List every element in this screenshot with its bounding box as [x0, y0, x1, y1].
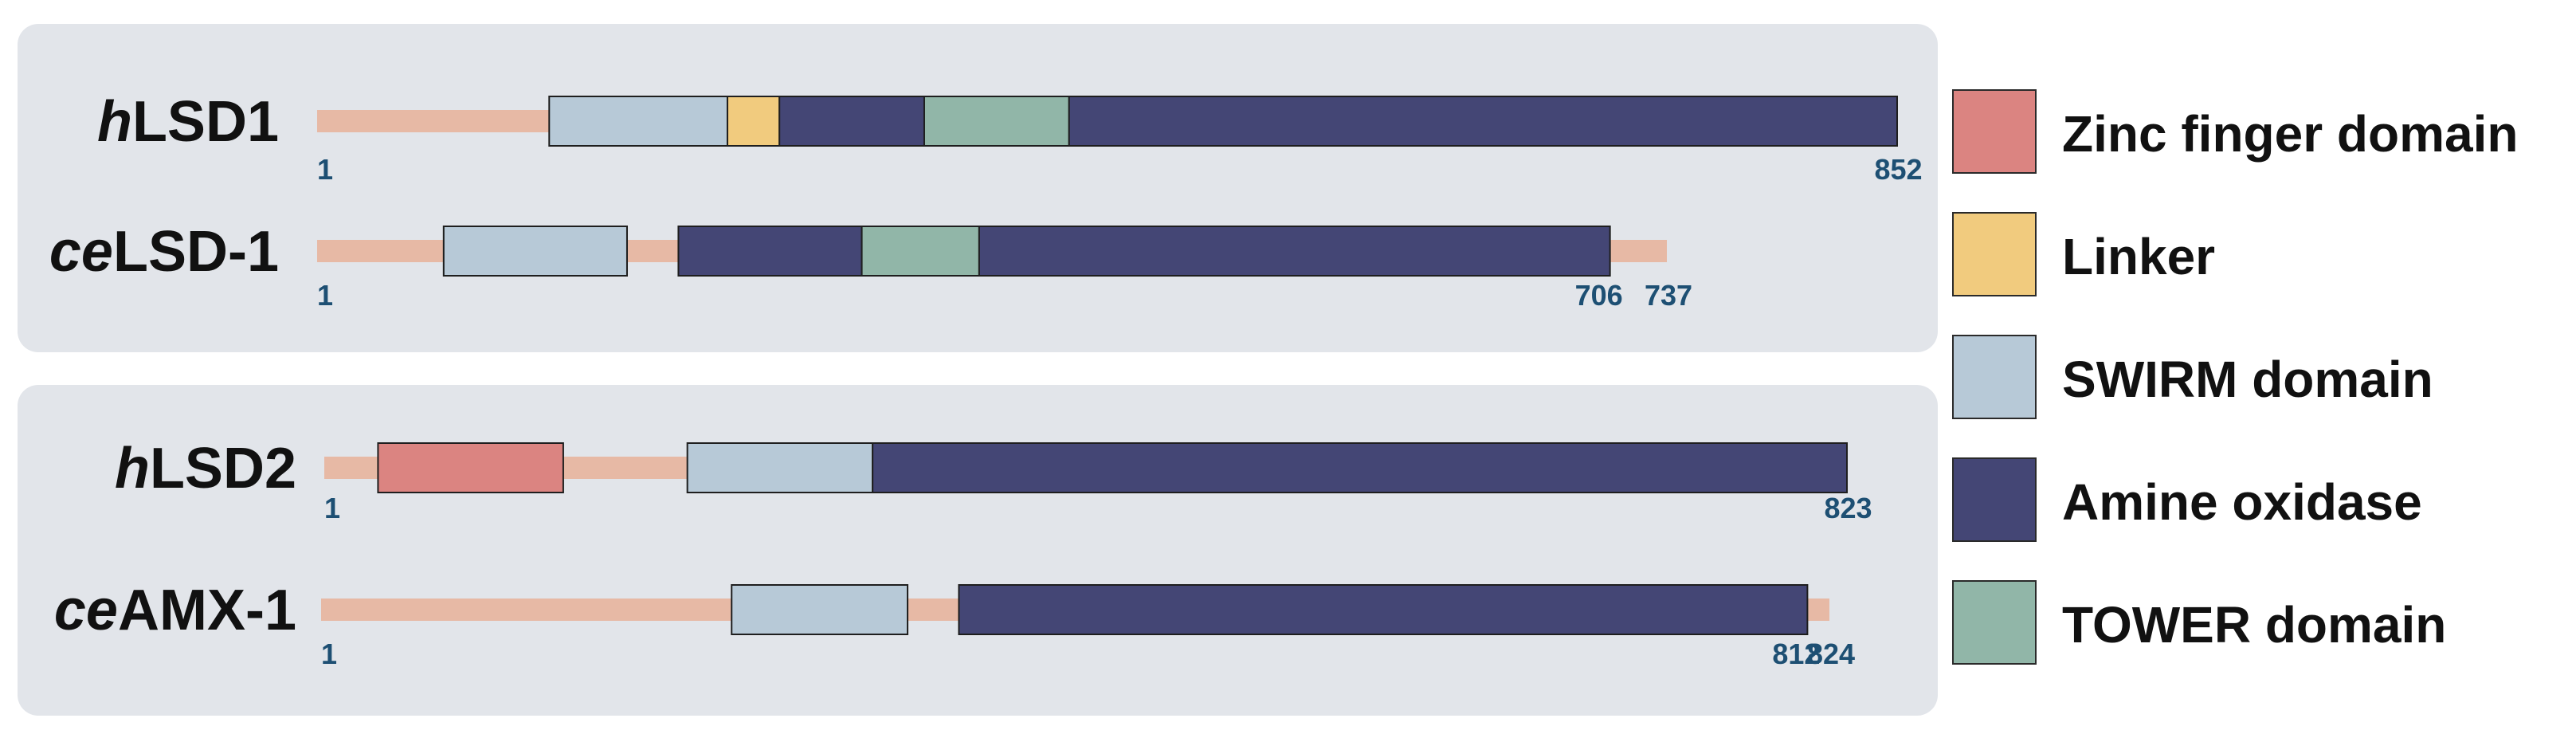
amine-domain-box: [978, 226, 1611, 277]
position-label: 1: [321, 638, 337, 670]
legend-swatch: [1952, 212, 2037, 296]
position-label: 706: [1575, 279, 1623, 312]
legend-swatch: [1952, 457, 2037, 542]
legend-label: TOWER domain: [2062, 596, 2447, 653]
protein-ceLSD-1: ceLSD-1 1 706 737: [49, 220, 1692, 312]
position-label: 823: [1825, 492, 1872, 524]
position-label: 812: [1772, 638, 1820, 670]
position-label: 1: [317, 153, 333, 186]
legend-item-tower: TOWER domain: [1951, 580, 2572, 669]
tower-domain-box: [923, 96, 1070, 147]
legend-item-amine: Amine oxidase: [1951, 457, 2572, 547]
protein-prefix: ce: [54, 579, 118, 642]
tower-domain-box: [861, 226, 980, 277]
position-label: 824: [1807, 638, 1855, 670]
legend-label: Linker: [2062, 228, 2216, 285]
top-panel: [18, 24, 1938, 352]
protein-prefix: h: [97, 90, 132, 154]
protein-name: ceLSD-1: [49, 220, 279, 284]
position-label: 1: [317, 279, 333, 312]
legend-swatch: [1952, 580, 2037, 665]
protein-prefix: h: [115, 437, 150, 500]
amine-domain-box: [958, 584, 1809, 635]
legend-item-linker: Linker: [1951, 212, 2572, 301]
protein-base-name: LSD2: [150, 437, 296, 500]
protein-name: ceAMX-1: [54, 579, 296, 642]
amine-domain-box: [1068, 96, 1898, 147]
legend-label: Zinc finger domain: [2062, 105, 2519, 163]
swirm-domain-box: [686, 442, 874, 493]
legend-label: Amine oxidase: [2062, 473, 2422, 531]
legend-item-swirm: SWIRM domain: [1951, 335, 2572, 424]
swirm-domain-box: [731, 584, 909, 635]
protein-prefix: ce: [49, 220, 113, 284]
position-label: 1: [324, 492, 340, 524]
protein-name: hLSD1: [97, 90, 279, 154]
protein-hLSD2: hLSD2 1 823: [115, 437, 1872, 524]
linker-domain-box: [726, 96, 781, 147]
legend-label: SWIRM domain: [2062, 351, 2433, 408]
amine-domain-box: [677, 226, 863, 277]
swirm-domain-box: [548, 96, 728, 147]
swirm-domain-box: [442, 226, 628, 277]
zinc-domain-box: [377, 442, 564, 493]
protein-base-name: AMX-1: [118, 579, 296, 642]
legend-swatch: [1952, 335, 2037, 419]
position-label: 737: [1645, 279, 1692, 312]
protein-base-name: LSD-1: [113, 220, 279, 284]
bottom-panel: [18, 385, 1938, 716]
protein-base-name: LSD1: [132, 90, 279, 154]
legend-swatch: [1952, 89, 2037, 174]
protein-name: hLSD2: [115, 437, 296, 500]
protein-hLSD1: hLSD1 1 852: [97, 90, 1923, 186]
amine-domain-box: [872, 442, 1848, 493]
legend-item-zinc: Zinc finger domain: [1951, 89, 2572, 179]
position-label: 852: [1875, 153, 1923, 186]
amine-domain-box: [778, 96, 925, 147]
